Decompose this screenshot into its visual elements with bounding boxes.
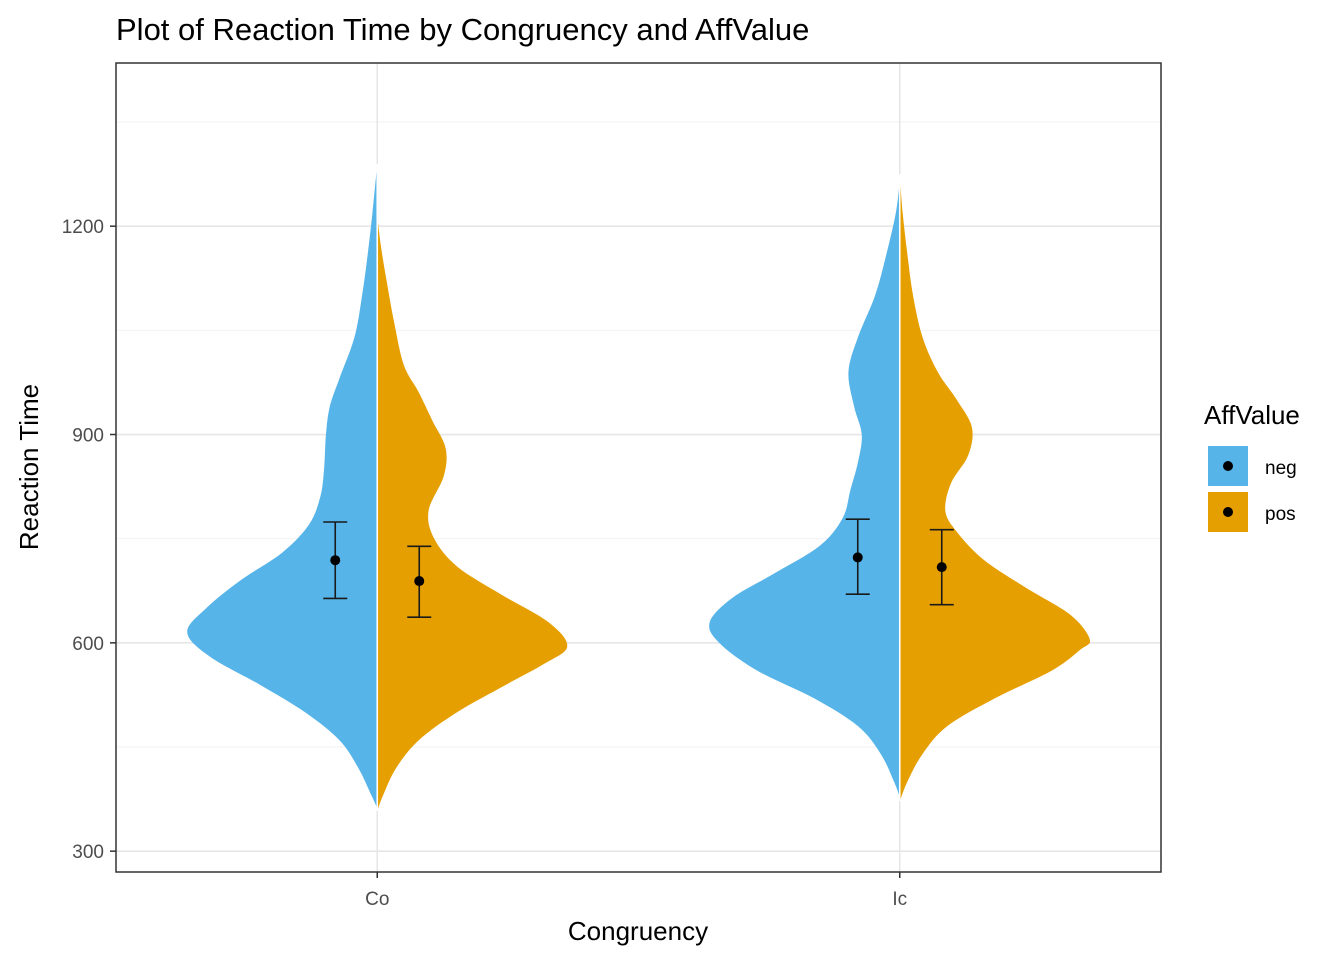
x-tick-label: Ic: [892, 889, 907, 910]
plot-panel-border: [115, 62, 1162, 873]
violins: [187, 163, 1091, 811]
x-axis: Co Ic: [365, 872, 907, 910]
mean-point: [852, 552, 863, 563]
mean-point: [414, 576, 425, 587]
mean-point: [936, 562, 947, 573]
legend-key-point: [1223, 461, 1233, 471]
x-tick-label: Co: [365, 889, 389, 910]
y-tick-label: 900: [72, 426, 104, 447]
legend-label-neg: neg: [1265, 458, 1297, 479]
legend-title: AffValue: [1204, 400, 1300, 430]
y-tick-label: 300: [72, 842, 104, 863]
violin-neg-Ic: [709, 181, 900, 798]
legend-key-point: [1223, 507, 1233, 517]
legend: AffValue neg pos: [1204, 400, 1300, 532]
legend-label-pos: pos: [1265, 504, 1296, 525]
chart-title: Plot of Reaction Time by Congruency and …: [116, 12, 809, 47]
y-axis-title: Reaction Time: [14, 384, 44, 550]
violin-pos-Ic: [899, 174, 1091, 802]
violin-pos-Co: [377, 215, 568, 811]
x-axis-title: Congruency: [568, 916, 708, 946]
mean-point: [330, 555, 341, 566]
y-tick-label: 600: [72, 634, 104, 655]
y-axis: 300 600 900 1200: [62, 217, 116, 863]
grid-lines: [116, 63, 1161, 872]
violin-neg-Co: [187, 163, 378, 809]
y-tick-label: 1200: [62, 217, 104, 238]
mean-ci-markers: [323, 518, 954, 618]
